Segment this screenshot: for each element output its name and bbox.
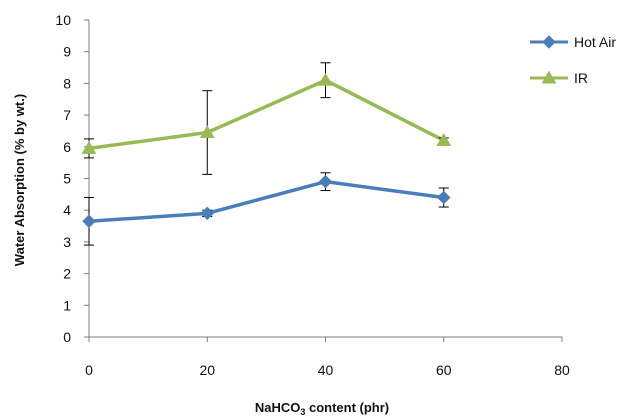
data-point-hot-air: [83, 215, 96, 228]
series-line-ir: [89, 80, 444, 148]
series-line-hot-air: [89, 182, 444, 222]
x-tick-label: 80: [554, 362, 570, 378]
x-axis-title: NaHCO3 content (phr): [255, 400, 389, 417]
y-tick-label: 9: [63, 44, 71, 60]
y-tick-label: 1: [63, 297, 71, 313]
y-tick-label: 7: [63, 107, 71, 123]
y-tick-label: 4: [63, 202, 71, 218]
series-ir: [82, 63, 451, 175]
data-point-hot-air: [437, 191, 450, 204]
data-point-hot-air: [319, 175, 332, 188]
x-axis-title-suffix: content (phr): [305, 400, 389, 415]
y-tick-label: 5: [63, 171, 71, 187]
legend-marker-hot-air: [543, 36, 556, 49]
data-point-hot-air: [201, 207, 214, 220]
legend-label-hot-air: Hot Air: [574, 34, 616, 50]
y-tick-label: 3: [63, 234, 71, 250]
series-hot-air: [83, 173, 451, 245]
legend: Hot Air IR: [530, 34, 616, 86]
y-tick-label: 6: [63, 139, 71, 155]
x-axis-title-prefix: NaHCO: [255, 400, 301, 415]
x-tick-label: 0: [85, 362, 93, 378]
legend-label-ir: IR: [574, 70, 588, 86]
x-tick-label: 40: [318, 362, 334, 378]
y-tick-labels: 0 1 2 3 4 5 6 7 8 9 10: [55, 12, 71, 345]
x-tick-label: 20: [199, 362, 215, 378]
x-tick-labels: 0 20 40 60 80: [85, 362, 570, 378]
y-tick-label: 10: [55, 12, 71, 28]
y-tick-label: 0: [63, 329, 71, 345]
y-axis-title: Water Absorption (% by wt.): [12, 94, 27, 266]
y-tick-label: 8: [63, 75, 71, 91]
y-tick-label: 2: [63, 266, 71, 282]
x-tick-label: 60: [436, 362, 452, 378]
series-layer: [82, 63, 451, 245]
data-point-ir: [319, 73, 333, 85]
